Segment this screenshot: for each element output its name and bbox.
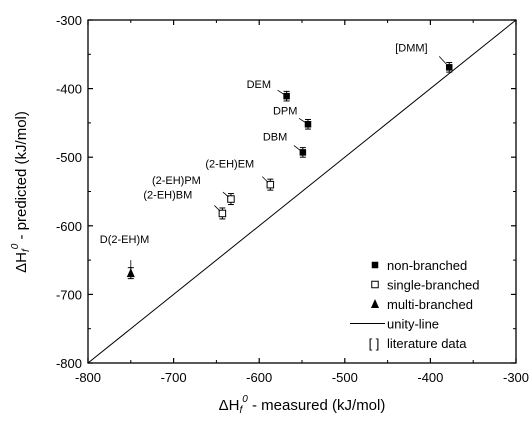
data-point [445, 64, 453, 71]
data-point [299, 149, 307, 156]
x-axis-title: ΔHf0 - measured (kJ/mol) [219, 394, 386, 416]
point-label: DEM [247, 79, 271, 91]
legend-label: multi-branched [387, 297, 473, 312]
y-axis-title: ΔHf0 - predicted (kJ/mol) [10, 111, 32, 273]
legend: non-branched single-branched multi-branche… [350, 258, 480, 351]
x-tick-label: -500 [332, 370, 358, 385]
legend-bracket-symbol: [ ] [369, 336, 380, 351]
point-label: DPM [273, 105, 297, 117]
unity-line-layer [87, 19, 517, 364]
y-tick-label: -800 [56, 356, 82, 371]
x-tick-label: -600 [246, 370, 272, 385]
y-tick-label: -700 [56, 287, 82, 302]
label-leader [438, 56, 447, 65]
legend-marker [371, 280, 379, 289]
point-label: DBM [263, 131, 287, 143]
label-leader [214, 205, 221, 212]
data-points [126, 62, 453, 280]
data-point [218, 209, 227, 218]
point-label: [DMM] [395, 42, 427, 54]
point-label: (2-EH)EM [205, 159, 254, 171]
data-point [304, 121, 312, 128]
unity-line [87, 19, 517, 364]
y-tick-label: -300 [56, 13, 82, 28]
x-tick-label: -300 [503, 370, 529, 385]
data-point [126, 268, 135, 278]
y-tick-label: -500 [56, 150, 82, 165]
point-label: D(2-EH)M [100, 234, 150, 246]
point-labels: [DMM] DEM DPM DBM (2-EH)EM (2-EH)PM (2-EH)BM D(… [100, 42, 447, 270]
point-label: (2-EH)BM [143, 189, 192, 201]
label-leader [222, 191, 229, 198]
legend-marker [371, 261, 379, 269]
data-point [266, 180, 275, 189]
x-tick-label: -800 [75, 370, 101, 385]
data-point [283, 92, 290, 100]
x-tick-label: -700 [161, 370, 187, 385]
legend-label: non-branched [387, 258, 467, 273]
legend-marker [371, 299, 379, 308]
label-leader [262, 176, 269, 183]
label-leader [293, 145, 301, 151]
point-label: (2-EH)PM [152, 175, 201, 187]
label-leader [277, 89, 285, 95]
y-tick-label: -400 [56, 82, 82, 97]
legend-label: single-branched [387, 278, 480, 293]
legend-label: unity-line [387, 317, 439, 332]
y-tick-label: -600 [56, 219, 82, 234]
x-tick-label: -400 [417, 370, 443, 385]
axis-ticks: -800 -700 -600 -500 -400 -300 -800 -700 -600 -500… [56, 13, 529, 385]
label-leader [298, 117, 306, 123]
legend-label: literature data [387, 336, 467, 351]
data-point [227, 195, 235, 203]
